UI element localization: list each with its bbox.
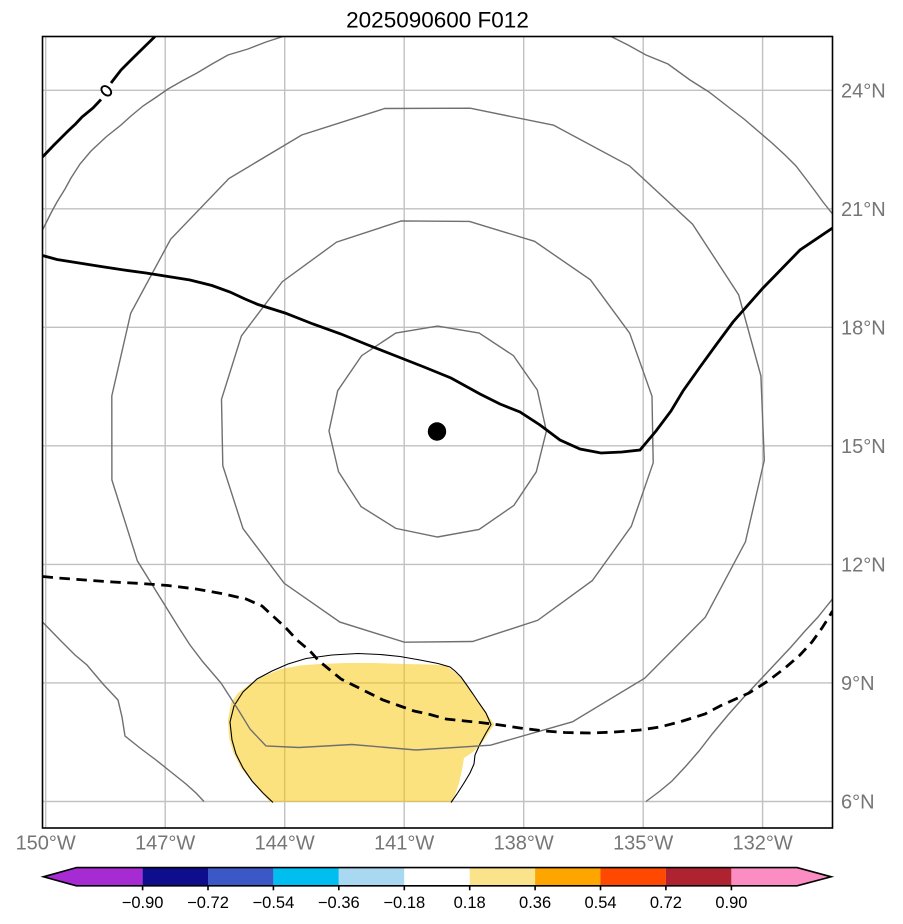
svg-text:147°W: 147°W xyxy=(135,833,195,855)
svg-text:0.54: 0.54 xyxy=(584,894,616,912)
svg-text:0.18: 0.18 xyxy=(454,894,486,912)
svg-text:150°W: 150°W xyxy=(16,833,76,855)
svg-text:135°W: 135°W xyxy=(613,833,673,855)
svg-text:141°W: 141°W xyxy=(374,833,434,855)
svg-text:0.72: 0.72 xyxy=(650,894,682,912)
svg-text:9°N: 9°N xyxy=(841,673,875,695)
svg-text:15°N: 15°N xyxy=(841,436,886,458)
svg-text:132°W: 132°W xyxy=(732,833,792,855)
svg-text:−0.18: −0.18 xyxy=(383,894,425,912)
svg-text:−0.36: −0.36 xyxy=(318,894,360,912)
svg-text:2025090600 F012: 2025090600 F012 xyxy=(346,8,529,33)
svg-text:−0.72: −0.72 xyxy=(187,894,229,912)
svg-text:−0.54: −0.54 xyxy=(253,894,295,912)
svg-text:−0.90: −0.90 xyxy=(122,894,164,912)
svg-text:12°N: 12°N xyxy=(841,554,886,576)
svg-text:138°W: 138°W xyxy=(494,833,554,855)
svg-text:6°N: 6°N xyxy=(841,792,875,814)
svg-text:144°W: 144°W xyxy=(255,833,315,855)
svg-text:18°N: 18°N xyxy=(841,317,886,339)
svg-text:21°N: 21°N xyxy=(841,199,886,221)
svg-text:0.90: 0.90 xyxy=(715,894,747,912)
svg-text:24°N: 24°N xyxy=(841,80,886,102)
svg-text:0.36: 0.36 xyxy=(519,894,551,912)
